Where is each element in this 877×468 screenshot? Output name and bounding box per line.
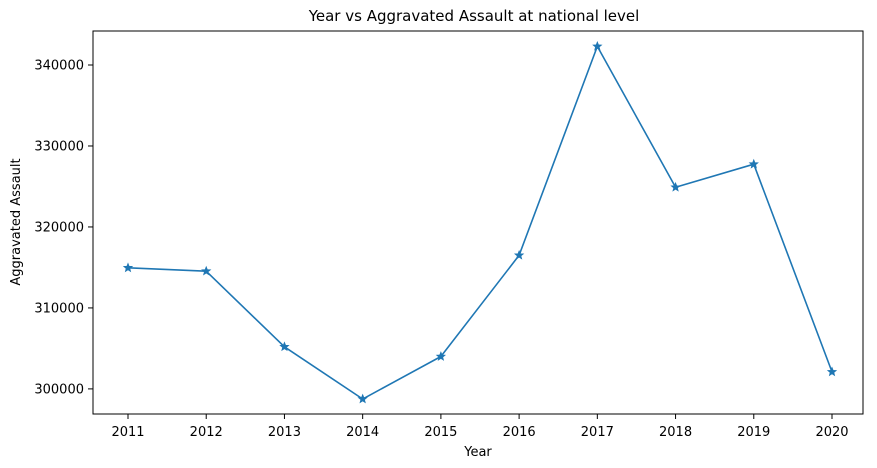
data-point-star <box>826 366 838 377</box>
x-tick-label: 2016 <box>503 425 536 440</box>
data-point-star <box>748 158 759 169</box>
y-tick-label: 330000 <box>34 139 84 154</box>
y-tick-label: 320000 <box>34 220 84 235</box>
data-point-star <box>513 249 525 260</box>
data-point-star <box>279 341 290 352</box>
x-tick-label: 2020 <box>815 425 848 440</box>
x-tick-label: 2018 <box>659 425 692 440</box>
x-tick-label: 2011 <box>111 425 144 440</box>
series-layer <box>122 40 838 404</box>
data-point-star <box>435 351 447 361</box>
y-axis-label: Aggravated Assault <box>9 158 24 285</box>
plot-area <box>93 31 863 414</box>
x-axis-ticks: 2011 2012 2013 2014 2015 2016 2017 2018 2019 2020 <box>111 414 849 440</box>
x-tick-label: 2014 <box>346 425 379 440</box>
x-axis-label: Year <box>463 445 492 460</box>
x-tick-label: 2012 <box>190 425 223 440</box>
series-line <box>127 45 833 400</box>
data-point-star <box>201 265 212 276</box>
x-tick-label: 2015 <box>424 425 457 440</box>
x-tick-label: 2013 <box>268 425 301 440</box>
data-point-star <box>357 393 368 404</box>
y-tick-label: 340000 <box>34 59 84 74</box>
y-tick-label: 300000 <box>34 382 84 397</box>
plot-frame <box>92 30 864 415</box>
data-point-star <box>592 40 603 51</box>
x-tick-label: 2019 <box>737 425 770 440</box>
y-tick-label: 310000 <box>34 301 84 316</box>
chart-title: Year vs Aggravated Assault at national l… <box>308 7 640 25</box>
x-tick-label: 2017 <box>581 425 614 440</box>
data-point-star <box>122 262 134 273</box>
y-axis-ticks: 300000 310000 320000 330000 340000 <box>34 59 93 397</box>
data-point-star <box>670 181 681 192</box>
